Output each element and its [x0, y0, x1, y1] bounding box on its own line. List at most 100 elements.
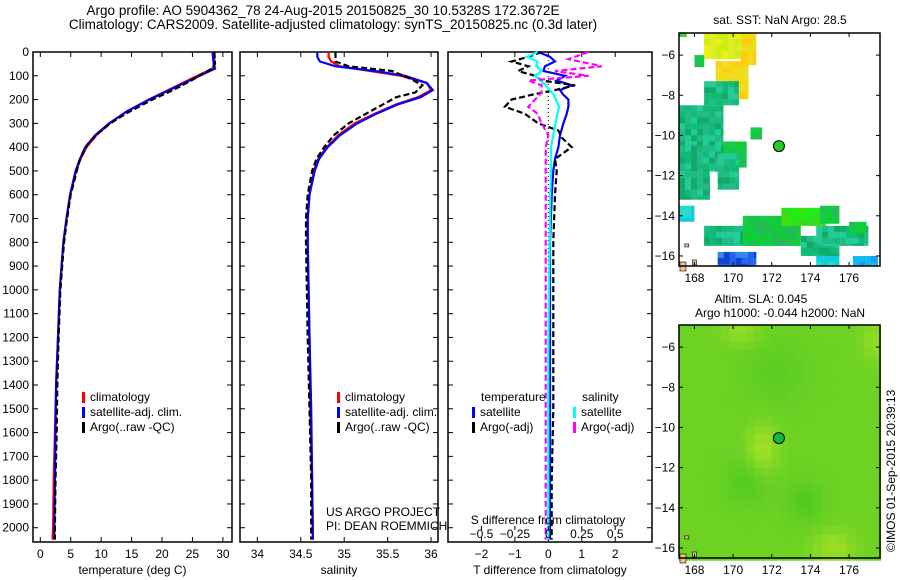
sla-cell: [729, 518, 739, 528]
sla-cell: [805, 535, 814, 544]
sla-cell: [779, 509, 789, 519]
sst-cell: [721, 117, 724, 124]
x-tick-label: 34: [251, 547, 265, 561]
sla-cell: [821, 518, 831, 528]
sla-cell: [805, 425, 814, 435]
sla-cell: [830, 417, 840, 427]
sst-cell: [685, 151, 692, 158]
sst-cell: [679, 205, 686, 212]
sla-cell: [821, 425, 831, 435]
sla-cell: [737, 325, 747, 334]
sst-cell: [721, 141, 724, 148]
sst-cell: [734, 87, 739, 94]
sla-cell: [737, 551, 747, 561]
sla-cell: [788, 518, 798, 528]
annotation-pi: PI: DEAN ROEMMICH: [326, 519, 447, 533]
sla-cell: [746, 459, 756, 469]
sla-cell: [863, 325, 873, 334]
sla-cell: [679, 434, 688, 444]
sst-cell: [710, 87, 717, 94]
sla-cell: [721, 400, 730, 410]
sst-cell: [846, 231, 853, 238]
sst-cell: [703, 141, 710, 148]
sst-cell: [716, 87, 723, 94]
sst-cell: [734, 39, 741, 46]
sla-cell: [679, 493, 688, 502]
sla-cell: [763, 476, 772, 486]
sla-cell: [838, 509, 848, 519]
sla-cell: [838, 476, 848, 486]
sla-cell: [737, 333, 747, 343]
sla-cell: [695, 526, 705, 536]
sst-cell: [754, 239, 761, 246]
sla-cell: [737, 543, 747, 553]
y-tick-label: 1600: [2, 426, 29, 440]
sla-cell: [863, 551, 873, 561]
sla-cell: [838, 375, 848, 385]
sla-cell: [805, 442, 814, 452]
sla-cell: [687, 341, 697, 351]
sla-cell: [855, 409, 865, 418]
sla-cell: [737, 341, 747, 351]
sla-cell: [695, 459, 705, 469]
sla-cell: [779, 459, 789, 469]
x-tick-label: 25: [186, 547, 200, 561]
sst-cell: [812, 247, 819, 255]
legend-label: Argo(..raw -QC): [345, 420, 430, 434]
sst-cell: [717, 183, 724, 190]
sst-cell: [723, 153, 730, 160]
map-x-tick-label: 168: [684, 271, 704, 285]
sst-cell: [830, 253, 837, 256]
sst-cell: [697, 105, 704, 112]
sst-cell: [746, 57, 753, 64]
sst-map-title: sat. SST: NaN Argo: 28.5: [713, 13, 847, 27]
sla-cell: [847, 484, 856, 494]
sst-cell: [822, 225, 829, 232]
sla-cell: [779, 333, 789, 343]
sst-cell: [734, 225, 741, 232]
salinity-panel: 34 34.5 35 35.5 36 salinity climatologysatelli…: [239, 51, 447, 577]
sst-cell: [864, 243, 869, 246]
sst-cell: [710, 57, 717, 60]
sst-cell: [855, 221, 862, 228]
sst-cell: [704, 57, 711, 60]
x-tick-label: 36: [424, 547, 438, 561]
sst-cell: [691, 129, 698, 136]
sla-cell: [847, 325, 856, 334]
sla-cell: [771, 358, 781, 368]
sla-cell: [754, 451, 764, 460]
sla-cell: [779, 535, 789, 544]
sst-cell: [746, 63, 753, 66]
x-axis-label: salinity: [321, 563, 358, 577]
sst-cell: [721, 73, 728, 80]
sla-cell: [763, 367, 772, 376]
sla-cell: [754, 501, 764, 511]
sla-cell: [863, 367, 873, 376]
sst-cell: [679, 117, 686, 124]
sst-cell: [685, 195, 692, 200]
sst-cell: [739, 85, 746, 92]
sla-cell: [746, 333, 756, 343]
sla-cell: [821, 535, 831, 544]
sla-cell: [788, 409, 798, 418]
sst-cell: [742, 227, 749, 234]
sst-cell: [716, 225, 723, 232]
sla-cell: [721, 367, 730, 376]
y-tick-label: 300: [9, 116, 29, 130]
sst-cell: [717, 257, 724, 265]
sla-cell: [679, 367, 688, 376]
sla-cell: [737, 434, 747, 444]
map-y-tick-label: −8: [661, 88, 675, 102]
y-tick-label: 1900: [2, 497, 29, 511]
sst-cell: [691, 171, 698, 178]
sla-cell: [704, 459, 714, 469]
sla-cell: [872, 383, 882, 393]
sst-cell: [805, 207, 812, 214]
sst-cell: [832, 217, 839, 224]
sst-cell: [745, 97, 749, 100]
sla-cell: [813, 341, 823, 351]
sla-cell: [729, 325, 739, 334]
sla-cell: [863, 467, 873, 477]
sst-cell: [838, 217, 840, 224]
x-tick-label: −1: [508, 547, 522, 561]
